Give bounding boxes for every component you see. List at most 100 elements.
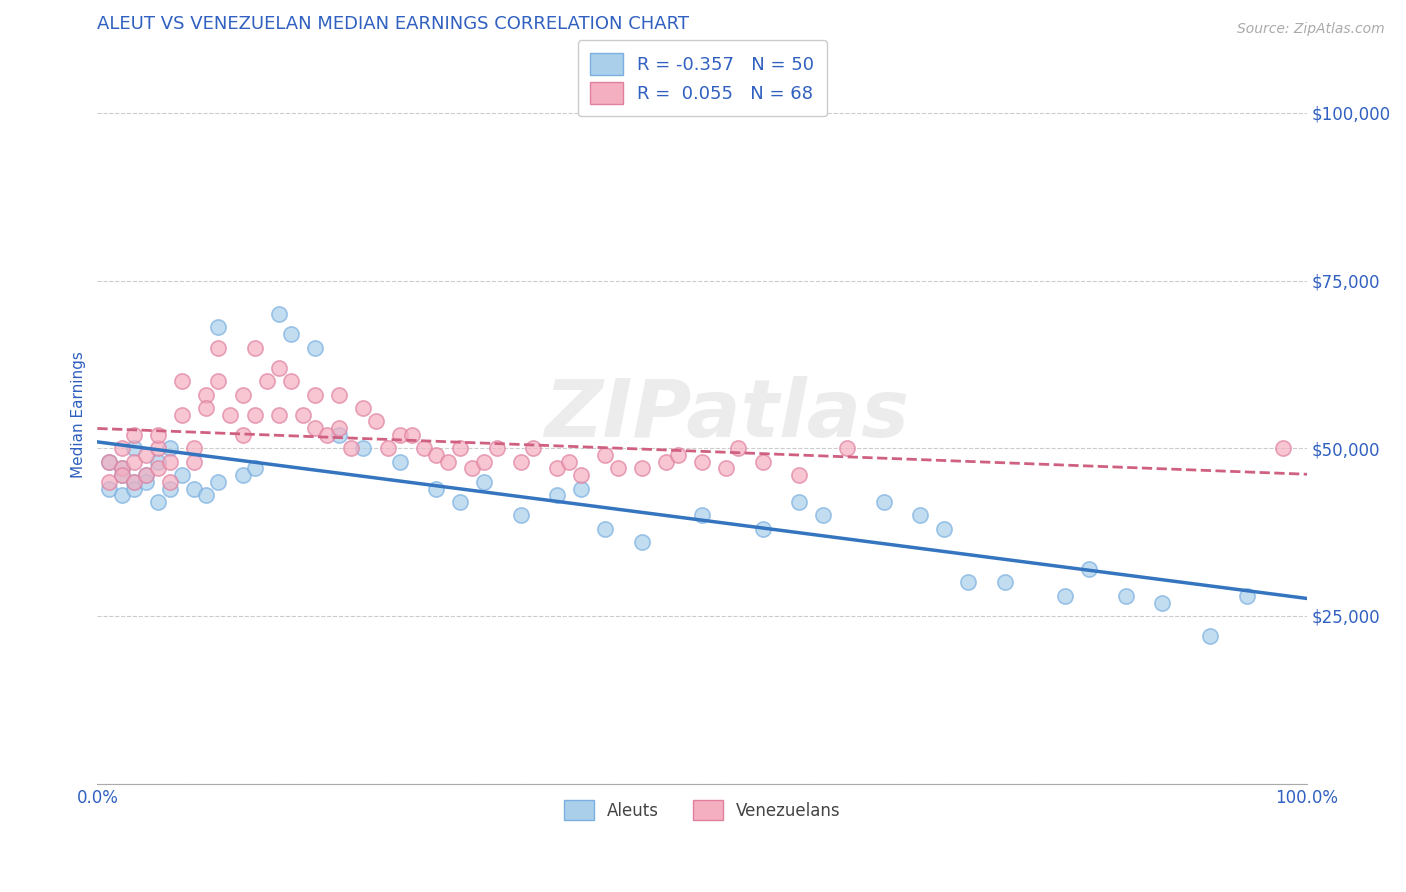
Point [787,495,810,509]
Point [170,374,193,388]
Point [183,442,205,456]
Point [837,442,859,456]
Point [243,408,266,422]
Point [98,455,121,469]
Point [280,327,302,342]
Point [195,387,218,401]
Point [219,408,242,422]
Point [231,427,253,442]
Point [207,374,229,388]
Point [98,475,121,489]
Y-axis label: Median Earnings: Median Earnings [72,351,86,478]
Point [716,461,738,475]
Point [630,535,652,549]
Point [811,508,834,523]
Point [267,307,290,321]
Point [256,374,278,388]
Legend: Aleuts, Venezuelans: Aleuts, Venezuelans [557,793,848,827]
Point [98,455,121,469]
Point [195,488,218,502]
Point [159,475,181,489]
Text: ZIPatlas: ZIPatlas [544,376,908,454]
Point [231,468,253,483]
Point [159,482,181,496]
Point [304,341,326,355]
Point [751,522,773,536]
Point [328,427,350,442]
Point [461,461,484,475]
Point [110,461,132,475]
Point [425,448,447,462]
Point [666,448,689,462]
Point [437,455,460,469]
Point [146,427,169,442]
Point [957,575,980,590]
Point [449,442,471,456]
Point [122,442,145,456]
Point [872,495,894,509]
Point [146,461,169,475]
Point [509,455,531,469]
Point [1115,589,1137,603]
Point [159,442,181,456]
Point [146,455,169,469]
Point [110,461,132,475]
Point [110,468,132,483]
Point [485,442,508,456]
Text: ALEUT VS VENEZUELAN MEDIAN EARNINGS CORRELATION CHART: ALEUT VS VENEZUELAN MEDIAN EARNINGS CORR… [97,15,689,33]
Point [207,341,229,355]
Point [1078,562,1101,576]
Point [932,522,955,536]
Point [122,475,145,489]
Point [267,360,290,375]
Point [195,401,218,415]
Point [135,475,157,489]
Point [170,468,193,483]
Point [401,427,423,442]
Point [328,387,350,401]
Point [340,442,363,456]
Point [449,495,471,509]
Point [595,448,617,462]
Point [110,442,132,456]
Point [292,408,315,422]
Point [243,341,266,355]
Point [207,475,229,489]
Point [908,508,931,523]
Point [595,522,617,536]
Point [159,455,181,469]
Point [328,421,350,435]
Point [606,461,628,475]
Point [546,461,568,475]
Point [122,455,145,469]
Point [135,468,157,483]
Point [267,408,290,422]
Point [1150,596,1173,610]
Point [630,461,652,475]
Point [388,427,411,442]
Point [787,468,810,483]
Point [353,401,375,415]
Point [135,448,157,462]
Point [546,488,568,502]
Point [474,475,496,489]
Point [569,468,592,483]
Point [751,455,773,469]
Point [122,427,145,442]
Point [110,488,132,502]
Point [110,468,132,483]
Point [994,575,1017,590]
Point [304,387,326,401]
Point [1054,589,1077,603]
Point [727,442,749,456]
Point [146,495,169,509]
Point [655,455,678,469]
Point [377,442,399,456]
Point [183,455,205,469]
Point [522,442,544,456]
Point [690,508,713,523]
Point [509,508,531,523]
Point [388,455,411,469]
Text: Source: ZipAtlas.com: Source: ZipAtlas.com [1237,22,1385,37]
Point [122,475,145,489]
